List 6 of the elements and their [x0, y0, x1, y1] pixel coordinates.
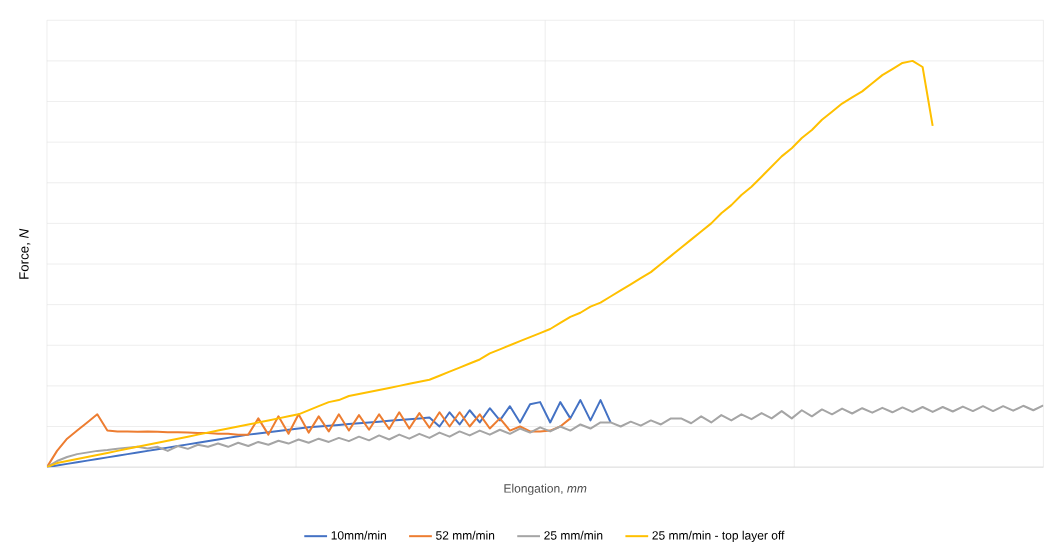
y-axis-title: Force, N [19, 228, 31, 279]
legend-label: 52 mm/min [436, 530, 495, 540]
legend-label: 10mm/min [331, 530, 386, 540]
legend-label: 25 mm/min [544, 530, 603, 540]
x-axis-title: Elongation, mm [504, 483, 587, 496]
legend-label: 25 mm/min - top layer off [652, 530, 785, 543]
